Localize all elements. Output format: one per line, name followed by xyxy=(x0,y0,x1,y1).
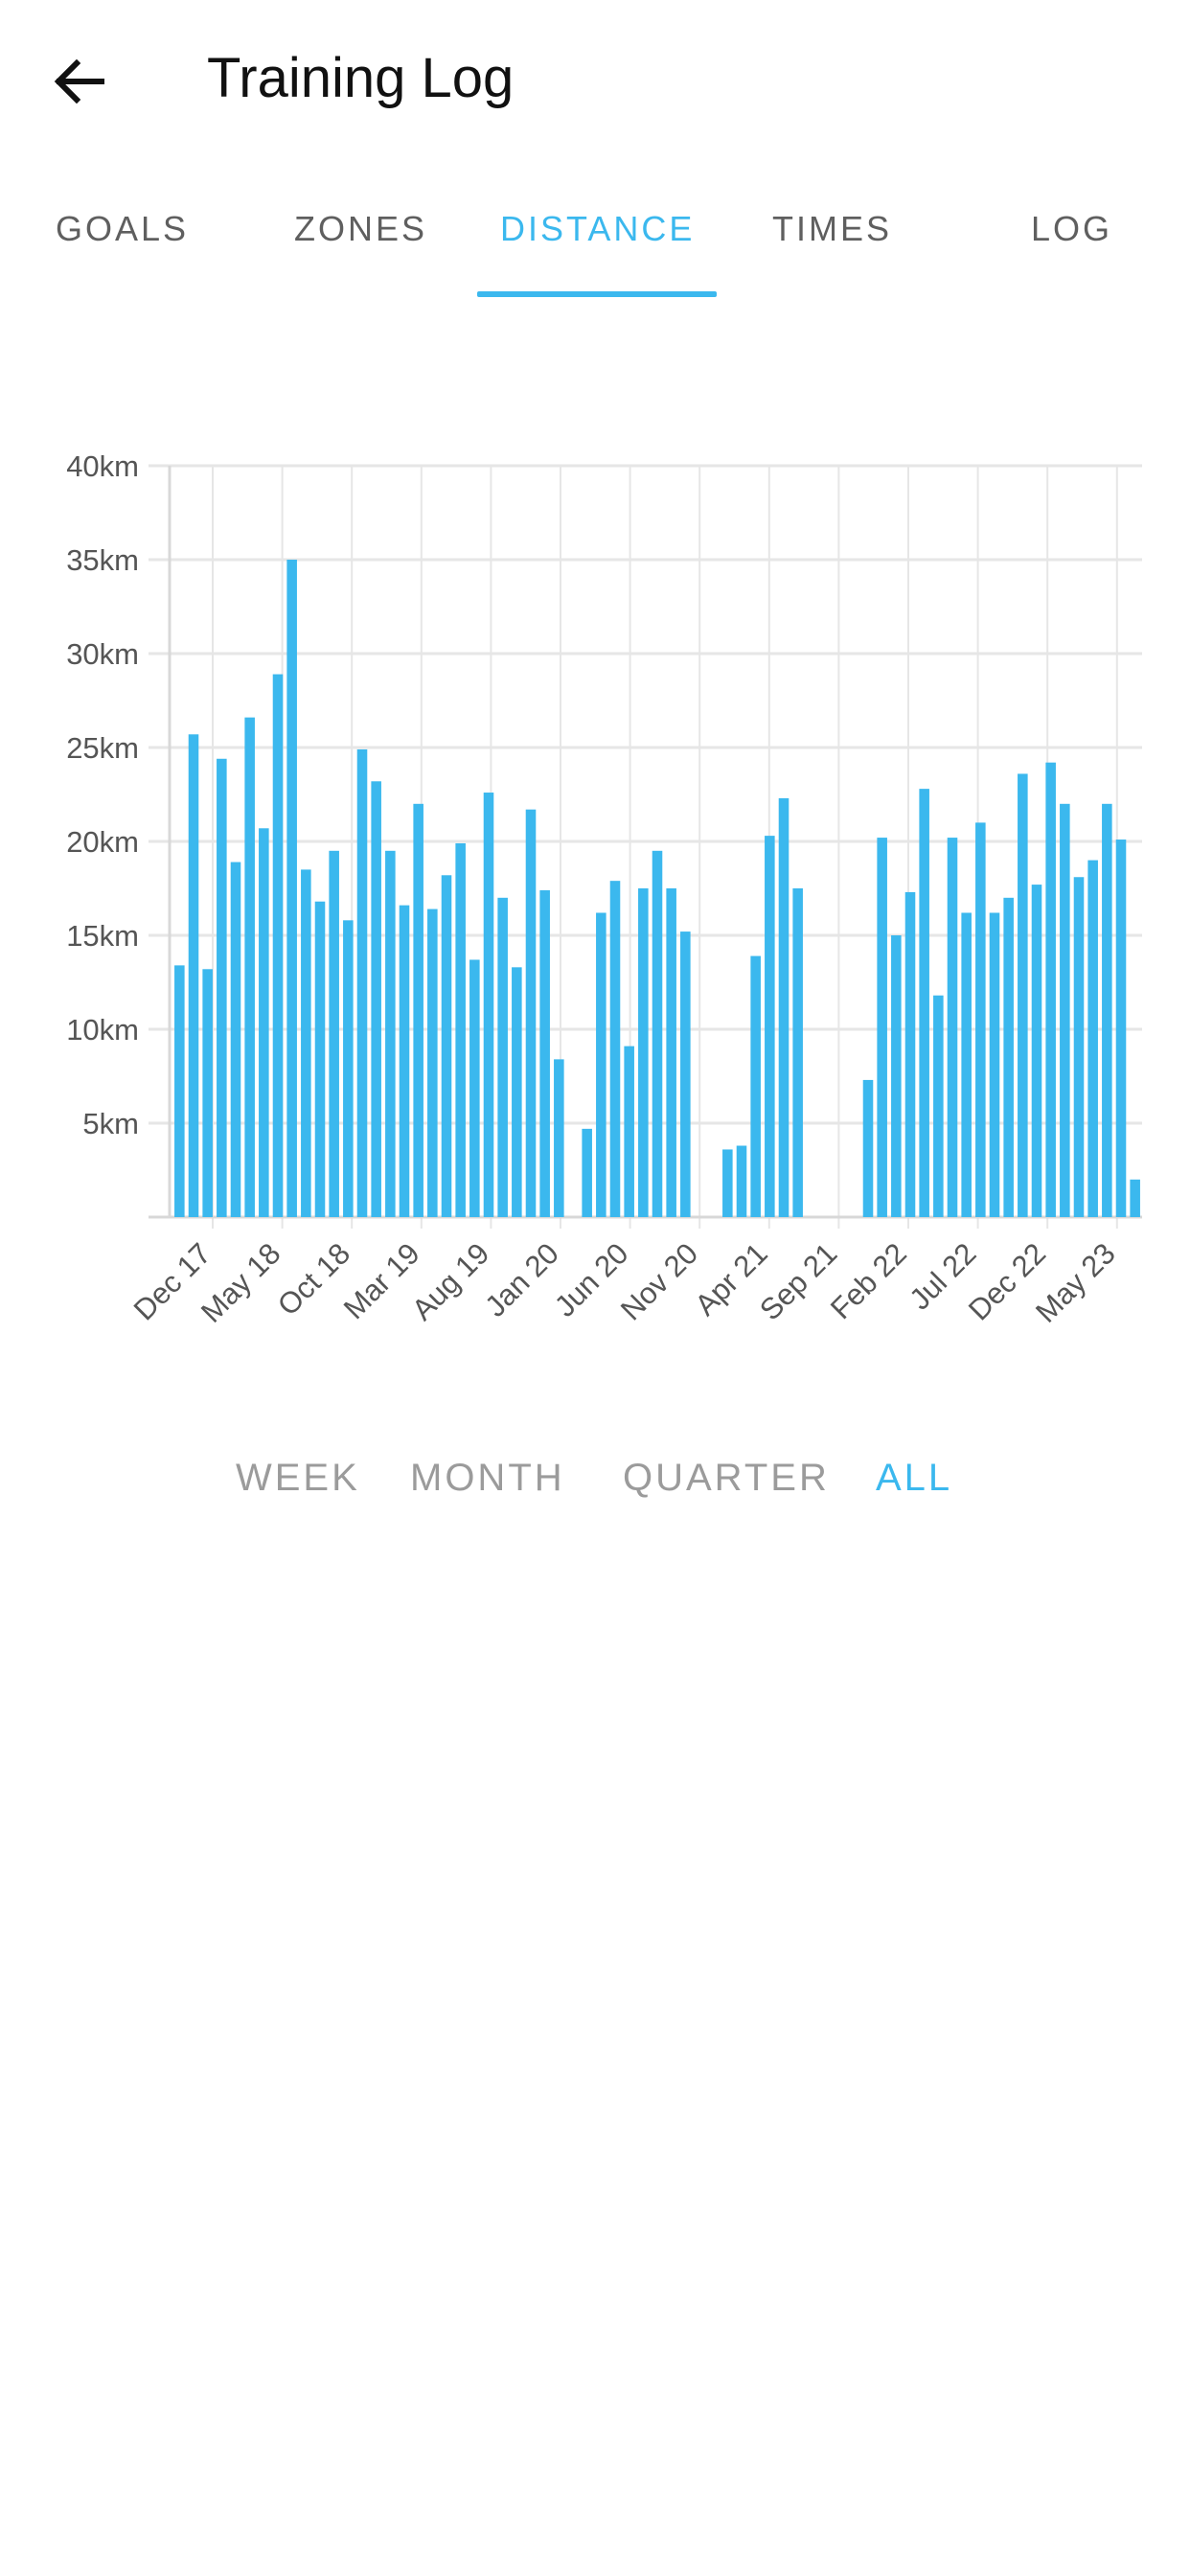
bar xyxy=(596,912,606,1217)
tab-zones[interactable]: ZONES xyxy=(294,209,428,248)
tab-goals[interactable]: GOALS xyxy=(56,209,190,248)
bar xyxy=(1003,897,1014,1217)
bar xyxy=(525,809,537,1217)
bar xyxy=(301,869,311,1217)
bar xyxy=(483,793,494,1217)
bar xyxy=(539,889,550,1217)
bar xyxy=(455,842,466,1217)
y-tick-label: 30km xyxy=(66,637,139,671)
bar xyxy=(385,850,396,1217)
bar xyxy=(722,1149,733,1217)
x-tick-label: Nov 20 xyxy=(614,1236,704,1326)
y-tick-label: 15km xyxy=(66,919,139,953)
bar xyxy=(624,1046,634,1217)
bar xyxy=(413,803,423,1217)
bar xyxy=(286,560,297,1217)
bar xyxy=(1087,860,1098,1217)
bar xyxy=(989,912,1000,1217)
bar xyxy=(1115,840,1127,1217)
bar xyxy=(778,797,790,1217)
range-selector: WEEK MONTH QUARTER ALL xyxy=(0,1447,1190,1514)
y-tick-label: 10km xyxy=(66,1013,139,1046)
y-tick-label: 5km xyxy=(82,1107,139,1140)
bar xyxy=(582,1128,592,1217)
bar xyxy=(877,838,887,1217)
bar xyxy=(862,1079,874,1217)
x-tick-label: Mar 19 xyxy=(337,1236,426,1325)
bar xyxy=(554,1059,564,1217)
range-quarter[interactable]: QUARTER xyxy=(623,1457,830,1499)
tab-bar: GOALS ZONES DISTANCE TIMES LOG xyxy=(0,163,1190,301)
bar xyxy=(1031,885,1042,1217)
y-tick-label: 35km xyxy=(66,543,139,577)
bar xyxy=(497,897,508,1217)
bar xyxy=(217,758,227,1217)
bar xyxy=(975,822,986,1217)
app-bar: Training Log xyxy=(0,0,1190,163)
x-tick-label: Aug 19 xyxy=(405,1236,495,1326)
bar xyxy=(329,850,339,1217)
back-button[interactable] xyxy=(48,50,111,113)
tab-distance[interactable]: DISTANCE xyxy=(500,209,696,248)
bar xyxy=(750,955,761,1217)
bar xyxy=(512,967,522,1217)
bar xyxy=(259,828,269,1217)
bar xyxy=(427,908,438,1217)
bar xyxy=(1102,803,1112,1217)
bar xyxy=(174,965,185,1217)
range-all[interactable]: ALL xyxy=(876,1457,953,1499)
bar xyxy=(202,969,213,1217)
bar xyxy=(736,1145,747,1217)
bar xyxy=(680,932,691,1217)
bar xyxy=(1073,877,1085,1217)
x-tick-label: May 23 xyxy=(1029,1236,1122,1329)
bar xyxy=(666,888,676,1217)
y-tick-label: 20km xyxy=(66,825,139,859)
arrow-left-icon xyxy=(54,58,104,104)
bar xyxy=(609,881,621,1217)
bar xyxy=(272,674,284,1217)
bar xyxy=(356,748,368,1217)
bar xyxy=(947,838,958,1217)
bar xyxy=(1045,762,1056,1217)
bar xyxy=(441,875,452,1217)
x-tick-label: May 18 xyxy=(195,1236,287,1329)
bar xyxy=(792,888,803,1217)
tab-log[interactable]: LOG xyxy=(1031,209,1113,248)
bar xyxy=(343,920,354,1217)
bar xyxy=(638,888,649,1217)
bar xyxy=(904,891,916,1217)
range-month[interactable]: MONTH xyxy=(410,1457,565,1499)
x-tick-label: Feb 22 xyxy=(824,1236,913,1325)
bar xyxy=(399,905,410,1217)
bar xyxy=(961,912,972,1217)
bar xyxy=(1060,803,1070,1217)
bar xyxy=(244,717,255,1217)
bar xyxy=(919,789,929,1217)
bar xyxy=(933,995,944,1217)
page-title: Training Log xyxy=(207,47,515,109)
range-week[interactable]: WEEK xyxy=(236,1457,360,1499)
bar xyxy=(1130,1179,1140,1217)
bar xyxy=(188,734,199,1217)
bar xyxy=(1018,773,1028,1217)
bar xyxy=(371,781,381,1217)
bar xyxy=(765,836,775,1217)
tab-indicator xyxy=(477,291,717,297)
bar xyxy=(230,862,241,1217)
y-tick-label: 40km xyxy=(66,449,139,483)
tab-times[interactable]: TIMES xyxy=(772,209,893,248)
bar xyxy=(891,935,902,1217)
bar xyxy=(469,959,480,1217)
y-tick-label: 25km xyxy=(66,731,139,765)
x-tick-label: Sep 21 xyxy=(753,1236,843,1326)
bar xyxy=(314,901,326,1217)
bar xyxy=(652,850,663,1217)
x-tick-label: Jan 20 xyxy=(478,1236,565,1323)
